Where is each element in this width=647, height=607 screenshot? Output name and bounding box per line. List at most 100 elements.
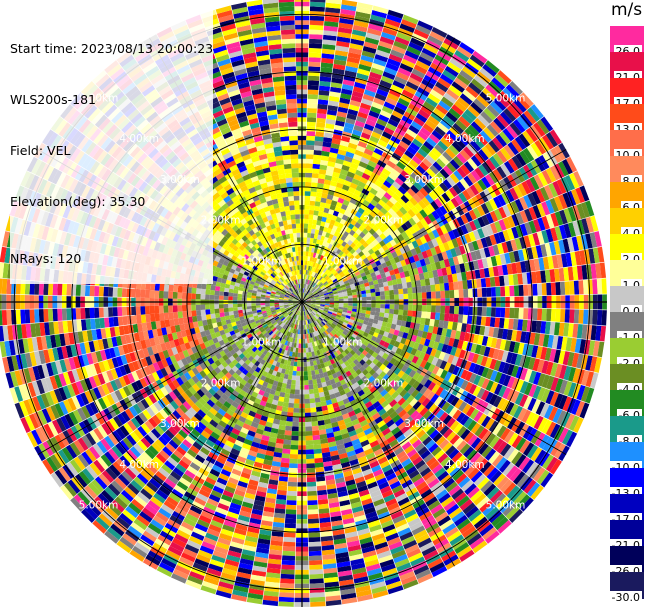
radial-gate <box>417 484 431 496</box>
radial-gate <box>310 261 314 267</box>
radial-gate <box>306 302 312 305</box>
radial-gate <box>458 192 468 203</box>
radial-gate <box>319 308 324 311</box>
radial-gate <box>494 220 503 233</box>
radial-gate <box>485 224 494 236</box>
radial-gate <box>370 307 376 312</box>
radial-gate <box>489 470 503 484</box>
radial-gate <box>405 395 415 404</box>
radial-gate <box>339 218 347 225</box>
radial-gate <box>370 252 377 259</box>
radial-gate <box>355 335 362 342</box>
radial-gate <box>329 91 341 98</box>
radial-gate <box>406 346 413 354</box>
radial-gate <box>523 235 532 249</box>
radial-gate <box>324 16 340 23</box>
radial-gate <box>338 239 344 245</box>
radial-gate <box>362 386 370 394</box>
radial-gate <box>325 170 334 177</box>
radial-gate <box>306 112 317 118</box>
radial-gate <box>449 172 460 184</box>
radial-gate <box>576 235 584 251</box>
radial-gate <box>515 224 524 238</box>
radial-gate <box>330 180 338 187</box>
radial-gate <box>292 417 299 423</box>
radial-gate <box>336 288 342 292</box>
radial-gate <box>564 308 570 323</box>
radial-gate <box>468 362 477 373</box>
radial-gate <box>349 283 356 288</box>
radial-gate <box>348 186 356 194</box>
radial-gate <box>365 245 372 252</box>
radial-gate <box>390 231 398 240</box>
radial-gate <box>382 374 390 382</box>
radial-gate <box>506 376 516 389</box>
radial-gate <box>345 175 354 183</box>
radial-gate <box>327 327 333 333</box>
radial-gate <box>310 312 314 317</box>
radial-gate <box>545 214 555 229</box>
radial-gate <box>311 425 319 431</box>
radial-gate <box>322 241 327 247</box>
radial-gate <box>391 279 398 286</box>
radial-gate <box>317 259 322 265</box>
ray-separator <box>340 5 374 139</box>
radial-gate <box>361 248 368 255</box>
radial-gate <box>465 186 476 199</box>
radial-gate <box>458 401 468 412</box>
radial-gate <box>511 434 523 449</box>
radial-gate <box>345 315 351 319</box>
radial-gate <box>510 239 518 252</box>
radial-gate <box>335 201 343 209</box>
radial-gate <box>382 366 390 374</box>
radial-gate <box>427 213 436 223</box>
radial-gate <box>364 285 371 291</box>
radial-gate <box>345 206 353 213</box>
radial-gate <box>425 97 439 108</box>
radial-gate <box>397 314 403 321</box>
radial-gate <box>486 256 493 268</box>
ray-separator <box>429 103 535 194</box>
radial-gate <box>556 335 564 350</box>
radial-gate <box>314 285 319 290</box>
radial-gate <box>490 337 498 349</box>
radial-gate <box>525 178 536 193</box>
radial-gate <box>329 307 334 310</box>
radial-gate <box>443 362 452 372</box>
radial-gate <box>306 467 316 473</box>
radial-gate <box>349 197 358 205</box>
radial-gate <box>476 387 486 399</box>
radial-gate <box>333 295 339 298</box>
radial-gate <box>285 504 297 510</box>
radial-gate <box>456 440 468 452</box>
radial-gate <box>281 406 289 412</box>
radial-gate <box>330 284 336 289</box>
radial-gate <box>368 330 375 336</box>
radial-gate <box>314 293 319 296</box>
radial-gate <box>460 213 469 225</box>
radial-gate <box>335 242 342 249</box>
radial-gate <box>431 26 448 38</box>
radial-gate <box>334 206 341 213</box>
radial-gate <box>340 284 346 289</box>
radial-gate <box>315 122 326 128</box>
radial-gate <box>473 374 482 386</box>
radial-gate <box>541 360 550 375</box>
radial-gate <box>309 293 314 297</box>
radial-gate <box>432 326 439 335</box>
radial-gate <box>330 200 338 207</box>
radial-gate <box>549 458 563 475</box>
radial-gate <box>571 188 581 205</box>
radial-gate <box>305 304 310 308</box>
radial-gate <box>481 214 490 226</box>
radial-gate <box>513 341 521 354</box>
radial-gate <box>431 305 436 313</box>
radial-gate <box>384 164 394 173</box>
radial-gate <box>532 204 542 219</box>
radial-gate <box>539 186 550 202</box>
radial-gate <box>419 51 435 63</box>
radial-gate <box>567 221 577 238</box>
radial-gate <box>308 209 315 215</box>
radial-gate <box>544 321 551 335</box>
radial-gate <box>396 144 407 154</box>
